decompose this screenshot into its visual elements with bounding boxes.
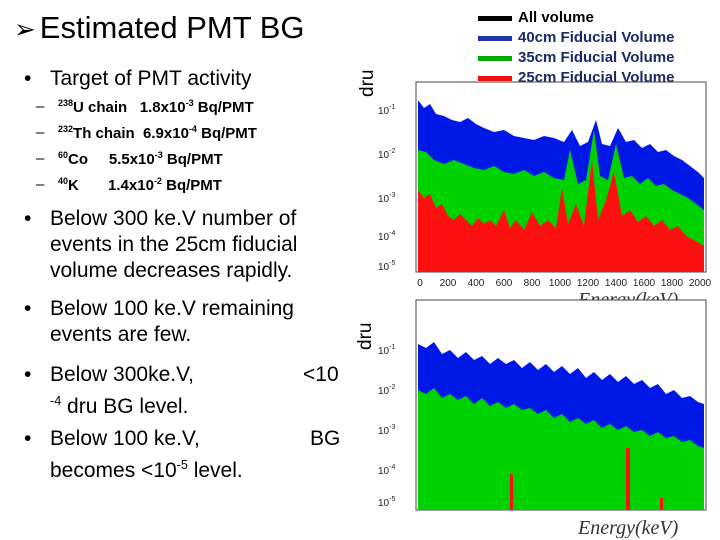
top-energy-spectrum-plot: 10-1 10-2 10-3 10-4 10-5 0 200 400 600 800 10…	[378, 81, 712, 308]
bottom-red-spike-3	[660, 498, 663, 510]
bullet-dot-icon: •	[24, 427, 32, 450]
top-ytick-5: 10-5	[378, 260, 395, 273]
bottom-ytick-1: 10-1	[378, 344, 395, 357]
top-xtick-0: 0	[417, 278, 423, 289]
top-xtick-800: 800	[524, 278, 541, 289]
legend-35cm: 35cm Fiducial Volume	[478, 48, 674, 68]
top-xtick-1800: 1800	[661, 278, 684, 289]
top-xtick-1600: 1600	[633, 278, 656, 289]
bullet-below-100: • Below 100 ke.V remaining events are fe…	[24, 296, 336, 348]
bullet-below-300: • Below 300 ke.V number of events in the…	[24, 206, 356, 284]
dash-icon: –	[36, 98, 45, 115]
dash-icon: –	[36, 176, 45, 193]
bullet-300-level: • Below 300ke.V, <10 -4 dru BG level.	[24, 363, 339, 418]
top-xtick-1400: 1400	[605, 278, 628, 289]
isotope-co: – 60Co 5.5x10-3 Bq/PMT	[36, 150, 223, 168]
bullet-dot-icon: •	[24, 297, 32, 320]
top-yticks: 10-1 10-2 10-3 10-4 10-5	[378, 104, 395, 273]
bottom-ytick-5: 10-5	[378, 496, 395, 509]
bullet-below-300-text: Below 300 ke.V number of events in the 2…	[50, 207, 298, 282]
dash-icon: –	[36, 150, 45, 167]
legend-swatch-blue	[478, 35, 512, 41]
legend-swatch-black	[478, 15, 512, 21]
top-red-area	[418, 160, 704, 272]
legend-swatch-green	[478, 55, 512, 61]
isotope-th: – 232Th chain 6.9x10-4 Bq/PMT	[36, 124, 257, 142]
top-xtick-1000: 1000	[549, 278, 572, 289]
bottom-plot-xlabel: Energy(keV)	[577, 517, 679, 538]
bottom-energy-spectrum-plot: 10-1 10-2 10-3 10-4 10-5 Energy(keV)	[378, 299, 707, 538]
bullet-dot-icon: •	[24, 207, 32, 230]
title-text: Estimated PMT BG	[39, 10, 305, 45]
isotope-k: – 40K 1.4x10-2 Bq/PMT	[36, 176, 222, 194]
bottom-red-spike-2	[626, 448, 630, 510]
top-xticks: 0 200 400 600 800 1000 1200 1400 1600 1800 2000	[417, 278, 711, 289]
legend-swatch-red	[478, 75, 512, 81]
slide-title: ➢ Estimated PMT BG	[14, 10, 305, 46]
bullet-dot-icon: •	[24, 67, 32, 90]
bullet-target-text: Target of PMT activity	[50, 67, 252, 90]
legend-40cm: 40cm Fiducial Volume	[478, 28, 674, 48]
bullet-below-100-text: Below 100 ke.V remaining events are few.	[50, 297, 294, 346]
bullet-target: • Target of PMT activity	[24, 66, 346, 92]
top-ytick-3: 10-3	[378, 192, 395, 205]
bottom-ytick-2: 10-2	[378, 384, 395, 397]
isotope-u: – 238U chain 1.8x10-3 Bq/PMT	[36, 98, 254, 116]
top-xtick-400: 400	[468, 278, 485, 289]
legend-all-volume: All volume	[478, 8, 674, 28]
bottom-ytick-3: 10-3	[378, 424, 395, 437]
bottom-green-area	[418, 388, 704, 510]
top-ytick-1: 10-1	[378, 104, 395, 117]
bullet-dot-icon: •	[24, 363, 32, 386]
bottom-ytick-4: 10-4	[378, 464, 395, 477]
dash-icon: –	[36, 124, 45, 141]
top-xtick-2000: 2000	[689, 278, 712, 289]
top-xtick-600: 600	[496, 278, 513, 289]
top-ytick-2: 10-2	[378, 148, 395, 161]
top-xtick-1200: 1200	[577, 278, 600, 289]
top-xtick-200: 200	[440, 278, 457, 289]
bottom-red-spike-1	[510, 474, 513, 510]
bullet-100-level: • Below 100 ke.V, BG becomes <10-5 level…	[24, 427, 341, 482]
legend: All volume 40cm Fiducial Volume 35cm Fid…	[478, 8, 674, 88]
top-ytick-4: 10-4	[378, 230, 395, 243]
bottom-yticks: 10-1 10-2 10-3 10-4 10-5	[378, 344, 395, 509]
arrow-bullet-icon: ➢	[14, 14, 36, 44]
